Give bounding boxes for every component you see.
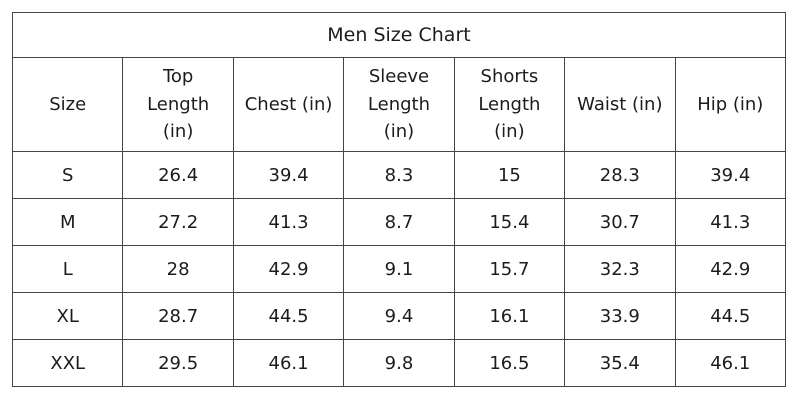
column-header-top-length: Top Length (in) bbox=[122, 57, 234, 152]
cell-waist: 28.3 bbox=[564, 151, 676, 199]
header-row: Size Top Length (in) Chest (in) Sleeve L… bbox=[11, 57, 787, 152]
cell-size: S bbox=[11, 151, 124, 199]
cell-chest: 42.9 bbox=[232, 245, 345, 293]
table-row-m: M 27.2 41.3 8.7 15.4 30.7 41.3 bbox=[11, 198, 787, 246]
cell-waist: 32.3 bbox=[564, 245, 676, 293]
column-header-shorts-length: Shorts Length (in) bbox=[453, 57, 566, 152]
cell-sleeve-length: 9.8 bbox=[343, 339, 455, 387]
cell-sleeve-length: 9.4 bbox=[343, 292, 455, 340]
cell-shorts-length: 16.1 bbox=[453, 292, 566, 340]
cell-waist: 30.7 bbox=[564, 198, 676, 246]
cell-top-length: 27.2 bbox=[122, 198, 234, 246]
size-chart-table: Men Size Chart Size Top Length (in) Ches… bbox=[11, 12, 787, 387]
cell-shorts-length: 15 bbox=[453, 151, 566, 199]
cell-shorts-length: 15.7 bbox=[453, 245, 566, 293]
cell-size: XL bbox=[11, 292, 124, 340]
cell-shorts-length: 16.5 bbox=[453, 339, 566, 387]
cell-top-length: 28 bbox=[122, 245, 234, 293]
cell-size: L bbox=[11, 245, 124, 293]
column-header-sleeve-length: Sleeve Length (in) bbox=[343, 57, 455, 152]
cell-hip: 39.4 bbox=[674, 151, 787, 199]
cell-hip: 46.1 bbox=[674, 339, 787, 387]
cell-chest: 41.3 bbox=[232, 198, 345, 246]
cell-hip: 42.9 bbox=[674, 245, 787, 293]
cell-chest: 44.5 bbox=[232, 292, 345, 340]
men-size-chart: Men Size Chart Size Top Length (in) Ches… bbox=[11, 12, 787, 387]
cell-waist: 35.4 bbox=[564, 339, 676, 387]
table-row-xl: XL 28.7 44.5 9.4 16.1 33.9 44.5 bbox=[11, 292, 787, 340]
cell-sleeve-length: 8.3 bbox=[343, 151, 455, 199]
table-row-s: S 26.4 39.4 8.3 15 28.3 39.4 bbox=[11, 151, 787, 199]
cell-sleeve-length: 8.7 bbox=[343, 198, 455, 246]
column-header-size: Size bbox=[11, 57, 124, 152]
table-row-xxl: XXL 29.5 46.1 9.8 16.5 35.4 46.1 bbox=[11, 339, 787, 387]
cell-chest: 46.1 bbox=[232, 339, 345, 387]
cell-top-length: 26.4 bbox=[122, 151, 234, 199]
cell-sleeve-length: 9.1 bbox=[343, 245, 455, 293]
cell-size: M bbox=[11, 198, 124, 246]
cell-chest: 39.4 bbox=[232, 151, 345, 199]
column-header-waist: Waist (in) bbox=[564, 57, 676, 152]
cell-shorts-length: 15.4 bbox=[453, 198, 566, 246]
column-header-hip: Hip (in) bbox=[674, 57, 787, 152]
column-header-chest: Chest (in) bbox=[232, 57, 345, 152]
cell-hip: 44.5 bbox=[674, 292, 787, 340]
table-row-l: L 28 42.9 9.1 15.7 32.3 42.9 bbox=[11, 245, 787, 293]
table-title: Men Size Chart bbox=[12, 12, 786, 58]
title-row: Men Size Chart bbox=[12, 12, 786, 58]
cell-waist: 33.9 bbox=[564, 292, 676, 340]
cell-top-length: 29.5 bbox=[122, 339, 234, 387]
cell-top-length: 28.7 bbox=[122, 292, 234, 340]
cell-hip: 41.3 bbox=[674, 198, 787, 246]
cell-size: XXL bbox=[11, 339, 124, 387]
